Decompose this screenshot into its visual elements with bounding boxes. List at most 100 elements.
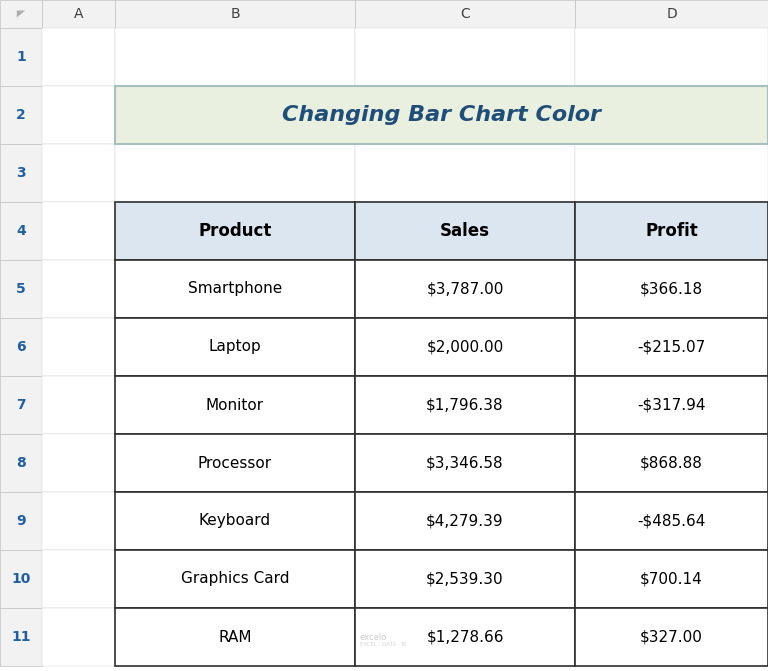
Bar: [575, 492, 768, 550]
Bar: [355, 86, 575, 144]
Bar: [115, 434, 355, 492]
Bar: [115, 550, 355, 608]
Bar: [115, 260, 355, 318]
Text: D: D: [666, 7, 677, 21]
Bar: [42, 434, 115, 492]
Text: $868.88: $868.88: [640, 456, 703, 470]
Text: Keyboard: Keyboard: [199, 513, 271, 529]
Text: Changing Bar Chart Color: Changing Bar Chart Color: [282, 105, 601, 125]
Bar: [575, 202, 768, 260]
Text: $1,796.38: $1,796.38: [426, 397, 504, 413]
Text: Sales: Sales: [440, 222, 490, 240]
Bar: [355, 608, 575, 666]
Polygon shape: [17, 11, 25, 17]
Bar: [0, 202, 42, 260]
Bar: [0, 28, 42, 86]
Bar: [42, 28, 115, 86]
Bar: [115, 434, 355, 492]
Bar: [115, 608, 355, 666]
Bar: [42, 0, 115, 28]
Bar: [575, 608, 768, 666]
Bar: [42, 144, 115, 202]
Bar: [575, 318, 768, 376]
Bar: [575, 376, 768, 434]
Bar: [355, 550, 575, 608]
Bar: [115, 202, 355, 260]
Bar: [42, 550, 115, 608]
Text: 11: 11: [12, 630, 31, 644]
Bar: [575, 434, 768, 492]
Bar: [355, 550, 575, 608]
Bar: [355, 434, 575, 492]
Bar: [355, 434, 575, 492]
Bar: [115, 608, 355, 666]
Text: 4: 4: [16, 224, 26, 238]
Bar: [355, 318, 575, 376]
Text: Graphics Card: Graphics Card: [180, 572, 290, 586]
Bar: [575, 550, 768, 608]
Bar: [355, 318, 575, 376]
Text: Product: Product: [198, 222, 272, 240]
Bar: [575, 492, 768, 550]
Text: Processor: Processor: [198, 456, 272, 470]
Bar: [42, 260, 115, 318]
Bar: [42, 202, 115, 260]
Text: $327.00: $327.00: [640, 629, 703, 645]
Text: -$215.07: -$215.07: [637, 340, 706, 354]
Text: $2,539.30: $2,539.30: [426, 572, 504, 586]
Bar: [355, 260, 575, 318]
Bar: [0, 492, 42, 550]
Text: RAM: RAM: [218, 629, 252, 645]
Text: -$317.94: -$317.94: [637, 397, 706, 413]
Bar: [355, 0, 575, 28]
Text: -$485.64: -$485.64: [637, 513, 706, 529]
Bar: [355, 376, 575, 434]
Bar: [115, 318, 355, 376]
Bar: [0, 318, 42, 376]
Bar: [355, 202, 575, 260]
Bar: [0, 0, 42, 28]
Bar: [115, 202, 355, 260]
Bar: [575, 202, 768, 260]
Bar: [575, 608, 768, 666]
Text: Smartphone: Smartphone: [188, 282, 282, 297]
Bar: [42, 86, 115, 144]
Text: A: A: [74, 7, 83, 21]
Bar: [355, 28, 575, 86]
Bar: [355, 260, 575, 318]
Bar: [42, 492, 115, 550]
Text: Laptop: Laptop: [209, 340, 261, 354]
Bar: [0, 260, 42, 318]
Text: 2: 2: [16, 108, 26, 122]
Bar: [115, 86, 768, 144]
Bar: [115, 260, 355, 318]
Bar: [115, 318, 355, 376]
Text: excelo: excelo: [360, 633, 387, 641]
Bar: [0, 434, 42, 492]
Text: $4,279.39: $4,279.39: [426, 513, 504, 529]
Bar: [0, 550, 42, 608]
Bar: [0, 86, 42, 144]
Text: EXCEL · DATA · BI: EXCEL · DATA · BI: [360, 643, 407, 648]
Bar: [575, 376, 768, 434]
Text: $3,346.58: $3,346.58: [426, 456, 504, 470]
Bar: [42, 608, 115, 666]
Bar: [575, 434, 768, 492]
Bar: [115, 550, 355, 608]
Bar: [575, 28, 768, 86]
Bar: [575, 144, 768, 202]
Text: 7: 7: [16, 398, 26, 412]
Text: 6: 6: [16, 340, 26, 354]
Text: $1,278.66: $1,278.66: [426, 629, 504, 645]
Bar: [355, 608, 575, 666]
Bar: [42, 376, 115, 434]
Text: $700.14: $700.14: [640, 572, 703, 586]
Bar: [115, 0, 355, 28]
Bar: [575, 318, 768, 376]
Text: Monitor: Monitor: [206, 397, 264, 413]
Bar: [575, 260, 768, 318]
Bar: [115, 376, 355, 434]
Bar: [575, 260, 768, 318]
Bar: [355, 492, 575, 550]
Bar: [355, 202, 575, 260]
